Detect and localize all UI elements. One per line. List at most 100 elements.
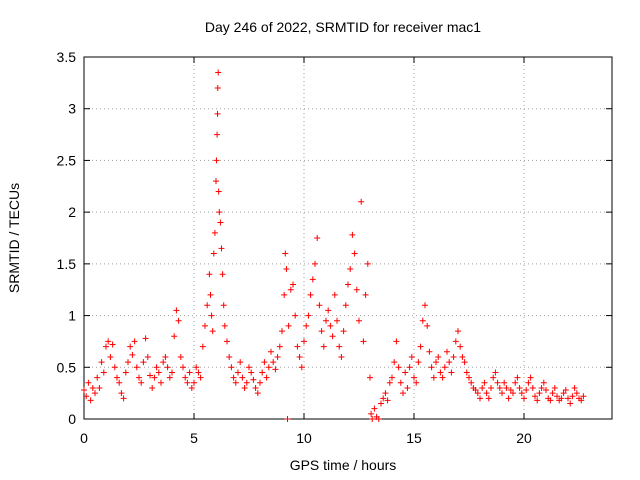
x-tick-label: 5 (190, 430, 198, 446)
data-point (422, 302, 428, 309)
data-point (96, 384, 103, 391)
data-point (441, 364, 448, 371)
data-point (151, 374, 158, 381)
data-point (466, 374, 472, 381)
data-point (525, 379, 532, 386)
data-point (318, 328, 325, 335)
data-point (265, 364, 272, 371)
data-point (103, 343, 109, 350)
data-point (411, 374, 417, 381)
data-point (162, 353, 169, 360)
data-point (523, 387, 530, 394)
data-point (514, 374, 521, 381)
y-tick-label: 2.5 (57, 152, 77, 168)
data-point (81, 387, 87, 394)
data-point (408, 353, 415, 360)
data-point (290, 281, 296, 288)
data-point (424, 322, 431, 329)
data-point (144, 353, 151, 360)
data-point (452, 338, 459, 345)
data-point (580, 393, 587, 400)
data-point (89, 384, 96, 391)
data-point (235, 369, 241, 376)
data-point (160, 359, 167, 366)
data-point (219, 271, 226, 278)
data-point (380, 395, 387, 402)
data-point (384, 397, 391, 404)
data-point (457, 343, 464, 350)
data-point (282, 250, 289, 257)
data-point (351, 250, 358, 257)
data-point (428, 364, 435, 371)
data-point (309, 276, 316, 283)
x-axis-label: GPS time / hours (290, 457, 397, 473)
data-point (120, 395, 127, 402)
data-point (186, 369, 193, 376)
data-point (338, 353, 345, 360)
data-point (499, 390, 505, 397)
data-point (215, 188, 222, 195)
data-point (94, 374, 101, 381)
data-point (573, 390, 580, 397)
data-point (285, 322, 292, 329)
data-point (340, 328, 347, 335)
data-point (494, 379, 501, 386)
data-point (166, 374, 173, 381)
data-point (87, 397, 94, 404)
data-point (268, 348, 274, 355)
data-point (349, 231, 356, 238)
data-point (214, 85, 221, 92)
data-point (305, 312, 312, 319)
data-point (448, 369, 455, 376)
data-point (133, 364, 140, 371)
data-point (327, 322, 334, 329)
y-axis-ticks: 0 0.5 1 1.5 2 2.5 3 3.5 (57, 49, 612, 427)
data-point (136, 374, 142, 381)
data-point (382, 390, 389, 397)
data-point (228, 364, 235, 371)
y-axis-label: SRMTID / TECUs (6, 183, 22, 293)
data-point (298, 364, 305, 371)
data-point (142, 335, 149, 342)
data-point (118, 390, 125, 397)
data-point (147, 372, 153, 379)
data-point (276, 343, 283, 350)
data-point (362, 291, 369, 298)
plot-frame (83, 56, 613, 420)
y-tick-label: 1.5 (57, 256, 77, 272)
data-point (204, 302, 211, 309)
data-point (180, 364, 186, 371)
data-point (461, 359, 468, 366)
data-point (220, 302, 227, 309)
y-tick-label: 3.5 (57, 49, 77, 65)
data-point (193, 364, 200, 371)
data-point (560, 390, 567, 397)
data-point (578, 397, 585, 404)
data-point (402, 369, 409, 376)
data-point (221, 322, 228, 329)
data-point (369, 416, 376, 422)
data-point (243, 379, 250, 386)
data-point (248, 369, 255, 376)
data-point (210, 250, 217, 257)
data-point (199, 343, 206, 350)
data-point (213, 157, 220, 164)
data-point (169, 369, 175, 376)
data-point (303, 322, 310, 329)
data-point (215, 69, 222, 76)
data-point (518, 390, 525, 397)
data-point (472, 387, 479, 394)
data-point (543, 387, 549, 394)
data-point (173, 307, 180, 314)
data-point (164, 364, 171, 371)
data-point (342, 302, 349, 309)
data-point (569, 393, 576, 400)
data-point (184, 379, 191, 386)
data-point (226, 353, 233, 360)
data-point (507, 387, 514, 394)
data-point (386, 379, 393, 386)
data-point (111, 364, 118, 371)
data-point (360, 338, 367, 345)
data-point (224, 338, 230, 345)
